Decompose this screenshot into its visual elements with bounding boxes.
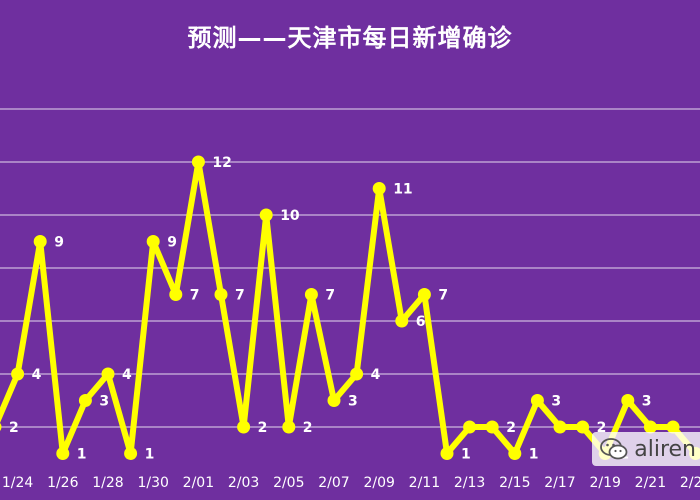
- data-label: 1: [529, 447, 539, 463]
- data-label: 7: [438, 288, 448, 304]
- series-line: [0, 159, 700, 457]
- data-label: 3: [551, 394, 561, 410]
- x-tick-label: 2/15: [499, 475, 530, 491]
- grid: [0, 108, 700, 428]
- data-point: [530, 394, 544, 407]
- data-point: [508, 447, 522, 460]
- x-tick-label: 2/13: [454, 475, 485, 491]
- data-label: 2: [597, 420, 607, 436]
- data-label: 2: [506, 420, 516, 436]
- data-label: 10: [280, 208, 300, 224]
- data-label: 12: [212, 155, 231, 171]
- data-point: [395, 314, 409, 328]
- chart-title: 预测——天津市每日新增确诊: [187, 24, 513, 52]
- x-tick-label: 1/30: [137, 475, 168, 491]
- data-point: [282, 420, 296, 434]
- x-tick-label: 2/23: [680, 475, 700, 491]
- data-label: 6: [416, 314, 426, 330]
- data-label: 1: [77, 447, 87, 463]
- data-label: 9: [167, 235, 177, 251]
- data-point: [56, 447, 70, 460]
- x-tick-label: 2/19: [589, 475, 620, 491]
- data-point: [146, 235, 160, 248]
- data-label: 2: [9, 420, 19, 436]
- data-point: [214, 288, 228, 301]
- x-tick-label: 1/26: [47, 475, 79, 491]
- data-point: [327, 394, 341, 407]
- data-point: [576, 420, 590, 434]
- x-tick-label: 2/07: [318, 475, 349, 491]
- data-point: [33, 235, 47, 248]
- data-label: 7: [190, 288, 200, 304]
- data-point: [463, 420, 477, 434]
- data-point: [553, 420, 567, 434]
- x-tick-labels: 1/24 1/26 1/28 1/30 2/01 2/03 2/05 2/07 2/09 2/11…: [2, 475, 700, 491]
- data-label: 4: [32, 367, 42, 383]
- x-tick-label: 2/01: [183, 475, 214, 491]
- data-points: [0, 155, 700, 460]
- data-label: 7: [235, 288, 245, 304]
- data-point: [643, 420, 657, 434]
- data-labels: 249134197127210273411671213213: [9, 155, 652, 463]
- x-tick-label: 2/03: [228, 475, 259, 491]
- data-label: 2: [258, 420, 268, 436]
- data-point: [0, 422, 2, 432]
- data-point: [621, 394, 635, 407]
- watermark: aliren: [592, 432, 700, 466]
- data-point: [78, 394, 92, 407]
- data-point: [101, 367, 115, 381]
- data-point: [440, 447, 454, 460]
- data-point: [169, 288, 183, 301]
- data-point: [124, 447, 138, 460]
- data-point: [372, 182, 386, 195]
- x-tick-label: 2/05: [273, 475, 304, 491]
- data-label: 3: [642, 394, 652, 410]
- data-label: 2: [303, 420, 313, 436]
- data-label: 7: [325, 288, 335, 304]
- data-label: 9: [54, 235, 64, 251]
- x-tick-label: 1/28: [92, 475, 123, 491]
- data-point: [259, 208, 273, 222]
- data-point: [304, 288, 318, 301]
- series-line-layer: [0, 159, 700, 457]
- data-point: [237, 420, 251, 434]
- data-label: 3: [348, 394, 358, 410]
- watermark-text: aliren: [634, 436, 696, 462]
- data-label: 1: [461, 447, 471, 463]
- data-point: [666, 420, 680, 434]
- wechat-icon: [600, 438, 628, 460]
- data-point: [485, 420, 499, 434]
- data-label: 3: [99, 394, 109, 410]
- data-point: [350, 367, 364, 381]
- x-tick-label: 2/17: [544, 475, 575, 491]
- data-label: 11: [393, 182, 412, 198]
- x-tick-label: 2/11: [409, 475, 440, 491]
- data-label: 4: [122, 367, 132, 383]
- data-label: 4: [371, 367, 381, 383]
- x-tick-label: 1/24: [2, 475, 34, 491]
- data-point: [11, 367, 25, 381]
- data-label: 1: [145, 447, 155, 463]
- data-point: [417, 288, 431, 301]
- data-point: [191, 155, 205, 169]
- x-tick-label: 2/09: [363, 475, 394, 491]
- x-tick-label: 2/21: [635, 475, 666, 491]
